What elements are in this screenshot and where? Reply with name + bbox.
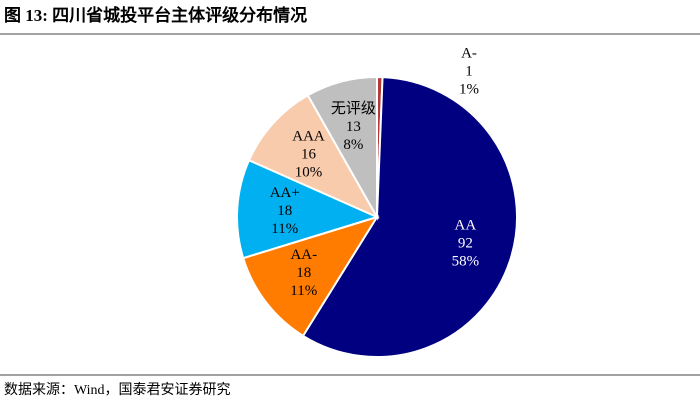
- slice-category: A-: [461, 45, 477, 61]
- slice-share: 11%: [271, 221, 298, 237]
- pie-slice: [247, 93, 380, 220]
- slice-value: 16: [301, 146, 317, 162]
- slice-share: 8%: [343, 137, 363, 153]
- pie-slice: [241, 215, 380, 338]
- slice-value: 13: [346, 119, 361, 135]
- source-note: 数据来源：Wind，国泰君安证券研究: [4, 382, 231, 398]
- pie-slice: [306, 75, 378, 221]
- pie-slice: [236, 158, 380, 260]
- slice-category: AA+: [270, 185, 300, 201]
- slice-value: 18: [277, 203, 292, 219]
- slice-category: AA: [454, 218, 476, 234]
- slice-category: AAA: [292, 128, 325, 144]
- slice-category: AA-: [290, 247, 317, 263]
- slice-share: 11%: [290, 283, 317, 299]
- slice-share: 10%: [295, 164, 323, 180]
- slice-value: 18: [296, 265, 311, 281]
- pie-slice: [301, 76, 518, 358]
- slice-category: 无评级: [331, 100, 376, 117]
- slice-share: 58%: [452, 254, 480, 270]
- slice-share: 1%: [459, 81, 479, 97]
- chart-title: 图 13: 四川省城投平台主体评级分布情况: [4, 5, 307, 25]
- slice-value: 92: [458, 236, 473, 252]
- slice-value: 1: [465, 63, 473, 79]
